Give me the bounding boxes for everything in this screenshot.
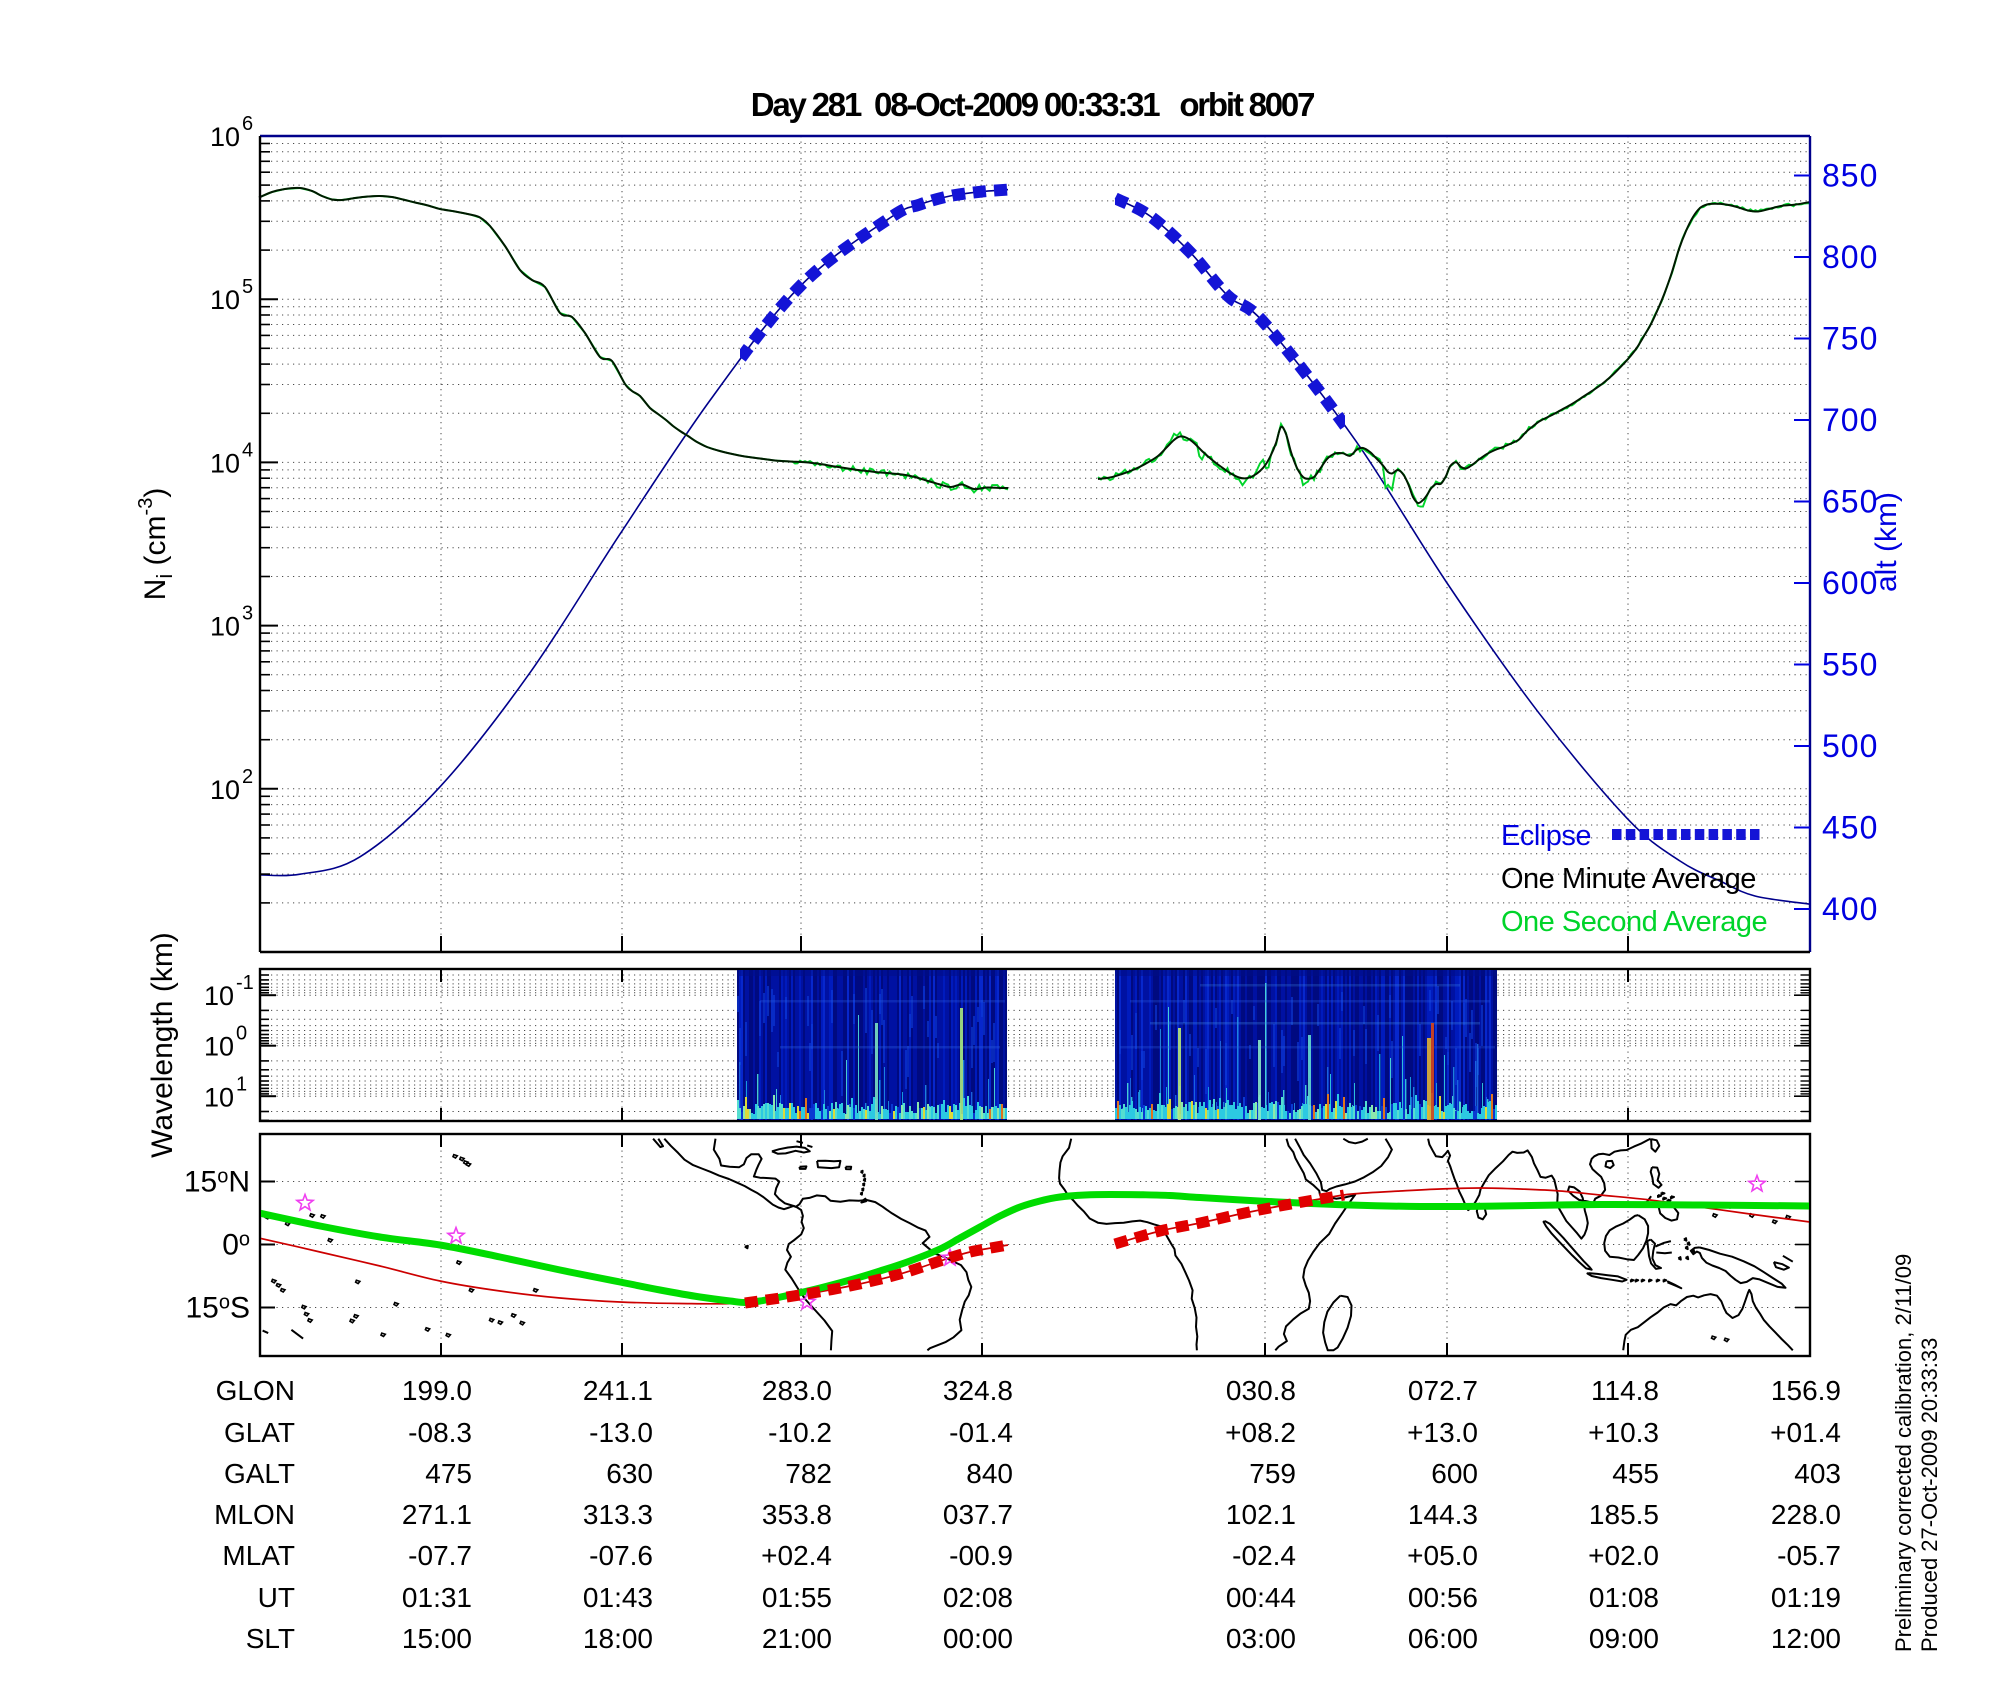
svg-text:850: 850: [1822, 158, 1878, 194]
svg-text:10: 10: [210, 448, 240, 478]
svg-text:00:44: 00:44: [1226, 1582, 1296, 1613]
svg-text:Eclipse: Eclipse: [1501, 820, 1591, 852]
svg-text:144.3: 144.3: [1408, 1499, 1478, 1530]
svg-text:-00.9: -00.9: [949, 1540, 1013, 1571]
svg-text:One Second Average: One Second Average: [1501, 906, 1767, 938]
svg-text:03:00: 03:00: [1226, 1623, 1296, 1654]
svg-text:072.7: 072.7: [1408, 1375, 1478, 1406]
svg-text:2: 2: [242, 766, 253, 788]
svg-text:01:08: 01:08: [1589, 1582, 1659, 1613]
svg-text:650: 650: [1822, 484, 1878, 520]
svg-text:700: 700: [1822, 402, 1878, 438]
svg-text:3: 3: [242, 603, 253, 625]
svg-text:114.8: 114.8: [1591, 1375, 1659, 1406]
svg-text:800: 800: [1822, 239, 1878, 275]
svg-text:00:56: 00:56: [1408, 1582, 1478, 1613]
svg-text:-1: -1: [236, 972, 254, 994]
svg-text:MLON: MLON: [214, 1499, 295, 1530]
svg-text:01:19: 01:19: [1771, 1582, 1841, 1613]
svg-text:550: 550: [1822, 647, 1878, 683]
svg-text:15oN: 15oN: [184, 1166, 250, 1199]
svg-text:400: 400: [1822, 891, 1878, 927]
svg-text:10: 10: [204, 1082, 234, 1112]
svg-text:475: 475: [425, 1458, 472, 1489]
svg-text:10: 10: [210, 122, 240, 152]
svg-text:00:00: 00:00: [943, 1623, 1013, 1654]
svg-text:GLAT: GLAT: [224, 1417, 295, 1448]
svg-text:10: 10: [210, 612, 240, 642]
svg-text:353.8: 353.8: [762, 1499, 832, 1530]
svg-text:185.5: 185.5: [1589, 1499, 1659, 1530]
svg-text:18:00: 18:00: [583, 1623, 653, 1654]
svg-text:241.1: 241.1: [583, 1375, 653, 1406]
svg-text:Wavelength (km): Wavelength (km): [146, 932, 179, 1158]
svg-text:15:00: 15:00: [402, 1623, 472, 1654]
svg-text:199.0: 199.0: [402, 1375, 472, 1406]
svg-text:+02.0: +02.0: [1588, 1540, 1659, 1571]
svg-text:-01.4: -01.4: [949, 1417, 1013, 1448]
svg-text:750: 750: [1822, 321, 1878, 357]
svg-text:10: 10: [204, 981, 234, 1011]
svg-text:0: 0: [236, 1023, 247, 1045]
svg-text:759: 759: [1249, 1458, 1296, 1489]
svg-text:02:08: 02:08: [943, 1582, 1013, 1613]
svg-text:-13.0: -13.0: [589, 1417, 653, 1448]
svg-text:455: 455: [1612, 1458, 1659, 1489]
svg-text:313.3: 313.3: [583, 1499, 653, 1530]
svg-text:21:00: 21:00: [762, 1623, 832, 1654]
svg-text:One Minute Average: One Minute Average: [1501, 863, 1756, 895]
svg-text:Produced 27-Oct-2009 20:33:33: Produced 27-Oct-2009 20:33:33: [1917, 1338, 1942, 1652]
svg-text:782: 782: [785, 1458, 832, 1489]
svg-text:Preliminary corrected calibrat: Preliminary corrected calibration, 2/11/…: [1891, 1254, 1916, 1652]
svg-text:630: 630: [606, 1458, 653, 1489]
svg-text:4: 4: [242, 439, 253, 461]
svg-text:156.9: 156.9: [1771, 1375, 1841, 1406]
svg-text:-07.7: -07.7: [408, 1540, 472, 1571]
svg-text:283.0: 283.0: [762, 1375, 832, 1406]
svg-text:SLT: SLT: [246, 1623, 295, 1654]
svg-text:-02.4: -02.4: [1232, 1540, 1296, 1571]
svg-text:01:55: 01:55: [762, 1582, 832, 1613]
svg-text:+01.4: +01.4: [1770, 1417, 1841, 1448]
svg-text:+08.2: +08.2: [1225, 1417, 1296, 1448]
svg-text:alt (km): alt (km): [1870, 492, 1903, 592]
svg-text:6: 6: [242, 113, 253, 135]
svg-text:-10.2: -10.2: [768, 1417, 832, 1448]
svg-text:-07.6: -07.6: [589, 1540, 653, 1571]
svg-text:15oS: 15oS: [185, 1292, 250, 1325]
svg-text:-05.7: -05.7: [1777, 1540, 1841, 1571]
svg-text:-08.3: -08.3: [408, 1417, 472, 1448]
svg-text:228.0: 228.0: [1771, 1499, 1841, 1530]
svg-text:Day 281 08-Oct-2009 00:33:31: Day 281 08-Oct-2009 00:33:31 orbit 8007: [751, 86, 1314, 123]
svg-text:5: 5: [242, 276, 253, 298]
svg-text:06:00: 06:00: [1408, 1623, 1478, 1654]
svg-text:01:43: 01:43: [583, 1582, 653, 1613]
svg-text:+10.3: +10.3: [1588, 1417, 1659, 1448]
svg-text:324.8: 324.8: [943, 1375, 1013, 1406]
svg-text:01:31: 01:31: [402, 1582, 472, 1613]
svg-text:600: 600: [1822, 565, 1878, 601]
svg-text:403: 403: [1794, 1458, 1841, 1489]
svg-text:09:00: 09:00: [1589, 1623, 1659, 1654]
svg-text:1: 1: [236, 1073, 247, 1095]
svg-text:+02.4: +02.4: [761, 1540, 832, 1571]
svg-text:10: 10: [210, 285, 240, 315]
svg-text:037.7: 037.7: [943, 1499, 1013, 1530]
svg-text:MLAT: MLAT: [222, 1540, 295, 1571]
svg-text:102.1: 102.1: [1226, 1499, 1296, 1530]
svg-text:+13.0: +13.0: [1407, 1417, 1478, 1448]
svg-text:GLON: GLON: [216, 1375, 295, 1406]
svg-text:030.8: 030.8: [1226, 1375, 1296, 1406]
svg-text:840: 840: [966, 1458, 1013, 1489]
svg-text:500: 500: [1822, 728, 1878, 764]
svg-text:+05.0: +05.0: [1407, 1540, 1478, 1571]
svg-text:600: 600: [1431, 1458, 1478, 1489]
svg-text:12:00: 12:00: [1771, 1623, 1841, 1654]
svg-text:UT: UT: [258, 1582, 295, 1613]
svg-text:450: 450: [1822, 810, 1878, 846]
svg-text:10: 10: [204, 1032, 234, 1062]
svg-text:271.1: 271.1: [402, 1499, 472, 1530]
svg-text:10: 10: [210, 775, 240, 805]
svg-text:GALT: GALT: [224, 1458, 295, 1489]
